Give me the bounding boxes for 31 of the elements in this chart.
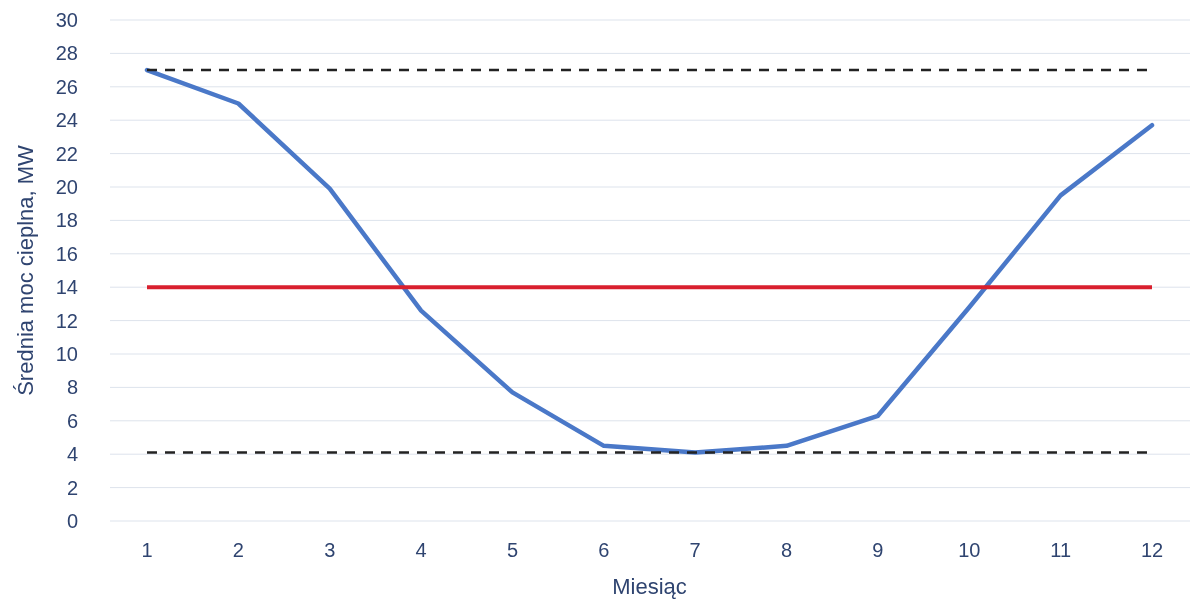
- x-tick-label: 12: [1140, 539, 1164, 561]
- y-tick-label: 28: [55, 42, 78, 65]
- y-tick-label: 30: [55, 9, 78, 31]
- y-tick-label: 2: [66, 476, 78, 499]
- x-tick-label: 1: [141, 539, 153, 561]
- y-tick-label: 24: [55, 109, 78, 132]
- x-tick-label: 2: [232, 539, 244, 561]
- x-axis-title: Miesiąc: [612, 574, 687, 599]
- y-tick-label: 4: [66, 443, 78, 466]
- x-tick-label: 10: [958, 539, 981, 561]
- y-tick-label: 6: [66, 409, 78, 432]
- x-tick-label: 8: [780, 539, 793, 561]
- y-tick-label: 16: [55, 242, 78, 265]
- x-tick-label: 3: [324, 539, 336, 561]
- y-axis-title: Średnia moc cieplna, MW: [13, 144, 38, 396]
- x-tick-label: 6: [598, 539, 610, 561]
- y-tick-label: 20: [55, 176, 78, 198]
- x-tick-label: 7: [689, 539, 701, 561]
- y-tick-label: 10: [55, 343, 78, 365]
- y-tick-label: 12: [55, 309, 78, 332]
- y-tick-label: 26: [55, 75, 78, 98]
- y-tick-label: 14: [55, 276, 78, 299]
- x-tick-label: 9: [872, 539, 884, 561]
- line-series: [144, 67, 1155, 455]
- y-tick-label: 18: [55, 209, 78, 232]
- x-tick-label: 11: [1050, 539, 1072, 561]
- y-tick-label: 0: [66, 510, 78, 532]
- x-tick-label: 4: [415, 539, 427, 561]
- x-tick-label: 5: [506, 539, 519, 561]
- y-tick-label: 8: [66, 376, 78, 399]
- y-tick-label: 22: [55, 142, 78, 165]
